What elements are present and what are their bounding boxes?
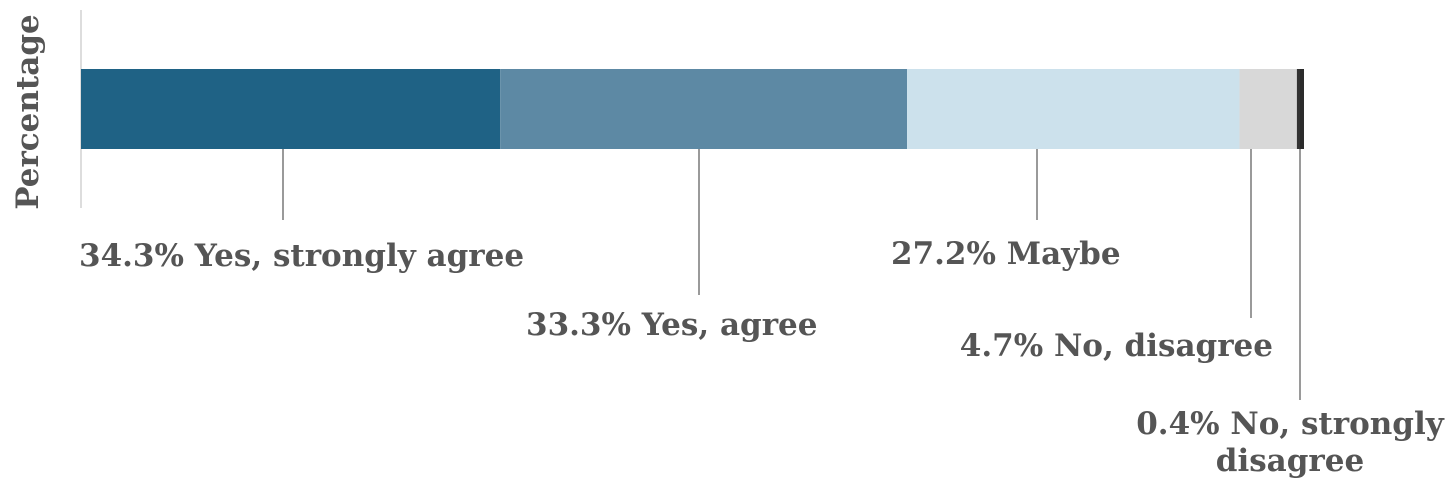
bar-segment-yes-strongly-agree — [81, 69, 501, 149]
segment-label-no-disagree: 4.7% No, disagree — [960, 328, 1273, 364]
bar-segment-no-strongly-disagree — [1296, 69, 1302, 149]
y-axis-label: Percentage — [10, 14, 46, 209]
label-leader-lines — [282, 149, 1301, 400]
bar-segment-maybe — [907, 69, 1240, 149]
bar-segment-yes-agree — [500, 69, 908, 149]
segment-label-yes-agree: 33.3% Yes, agree — [526, 307, 818, 343]
bar-segments — [81, 69, 1304, 149]
segment-label-yes-strongly-agree: 34.3% Yes, strongly agree — [79, 238, 524, 274]
segment-label-no-strongly-disagree: 0.4% No, strongly disagree — [1136, 406, 1445, 479]
segment-label-maybe: 27.2% Maybe — [891, 236, 1121, 272]
bar-segment-no-disagree — [1239, 69, 1297, 149]
